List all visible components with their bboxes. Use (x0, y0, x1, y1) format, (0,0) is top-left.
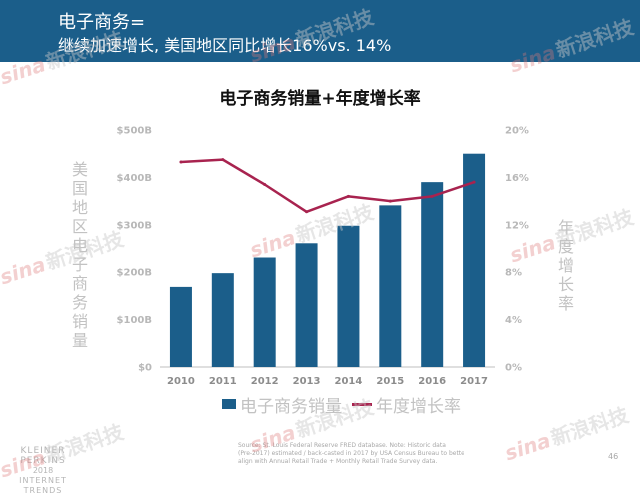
bar-2014 (337, 225, 360, 367)
growth-point-2017 (472, 180, 476, 184)
logo-line-3: INTERNET TRENDS (19, 476, 67, 495)
x-tick-label: 2014 (335, 376, 363, 387)
bar-2010 (169, 286, 192, 367)
bar-2011 (211, 273, 234, 367)
source-line: align with Annual Retail Trade + Monthly… (238, 458, 438, 465)
growth-point-2015 (388, 199, 392, 203)
bar-series (169, 153, 486, 367)
header-title: 电子商务= (58, 12, 146, 33)
logo-line-2: 2018 (32, 466, 54, 475)
source-note: Source: St. Louis Federal Reserve FRED d… (238, 442, 464, 466)
y-right-tick-label: 4% (505, 315, 522, 326)
legend-swatch-line (352, 402, 372, 406)
growth-point-2011 (221, 158, 225, 162)
header-subtitle: 继续加速增长, 美国地区同比增长16%vs. 14% (58, 36, 392, 55)
logo-line-1: KLEINER PERKINS (20, 446, 66, 466)
y-right-tick-label: 16% (505, 173, 529, 184)
y-right-tick-label: 8% (505, 268, 522, 279)
x-tick-label: 2011 (209, 376, 237, 387)
y-left-tick-label: $0 (138, 363, 152, 374)
legend-label-sales: 电子商务销量 (240, 396, 342, 417)
bar-2013 (295, 243, 318, 367)
y-left-tick-label: $200B (117, 268, 152, 279)
x-tick-label: 2017 (460, 376, 488, 387)
y-left-tick-label: $100B (117, 315, 152, 326)
bar-2015 (379, 205, 402, 367)
page-number: 46 (608, 452, 619, 461)
chart-legend: 电子商务销量 年度增长率 (222, 393, 461, 417)
bar-2012 (253, 257, 276, 367)
x-tick-label: 2010 (167, 376, 195, 387)
bar-2016 (421, 182, 444, 367)
y-left-tick-label: $400B (117, 173, 152, 184)
y-right-tick-label: 20% (505, 126, 529, 137)
y-left-tick-label: $500B (117, 126, 152, 137)
legend-swatch-bar (222, 399, 236, 409)
source-line: Source: St. Louis Federal Reserve FRED d… (238, 442, 446, 449)
source-line: (Pre-2017) estimated / back-casted in 20… (238, 450, 464, 457)
y-axis-left-label: 美国地区电子商务销量 (71, 160, 88, 350)
growth-point-2016 (430, 194, 434, 198)
bar-2017 (463, 153, 486, 367)
kpcb-logo: KLEINER PERKINS 2018 INTERNET TRENDS (4, 446, 82, 496)
y-axis-right-label: 年度增长率 (557, 218, 574, 313)
growth-point-2010 (179, 160, 183, 164)
tick-labels: $0 $100B $200B $300B $400B $500B 0% 4% 8% 12% 16% 2… (117, 126, 529, 388)
sales-growth-chart: $0 $100B $200B $300B $400B $500B 0% 4% 8% 12% 16% 2… (117, 126, 529, 388)
y-left-tick-label: $300B (117, 220, 152, 231)
growth-rate-line (180, 158, 475, 214)
x-tick-label: 2016 (418, 376, 446, 387)
x-tick-label: 2013 (293, 376, 321, 387)
x-tick-label: 2015 (376, 376, 404, 387)
growth-point-2014 (346, 194, 350, 198)
header-banner: 电子商务= 继续加速增长, 美国地区同比增长16%vs. 14% (0, 0, 640, 62)
growth-point-2012 (263, 183, 267, 187)
x-tick-label: 2012 (251, 376, 279, 387)
growth-point-2013 (305, 210, 309, 214)
y-right-tick-label: 0% (505, 363, 522, 374)
y-right-tick-label: 12% (505, 220, 529, 231)
legend-label-growth: 年度增长率 (376, 396, 461, 417)
chart-title: 电子商务销量+年度增长率 (219, 89, 421, 109)
line-series (179, 158, 476, 214)
